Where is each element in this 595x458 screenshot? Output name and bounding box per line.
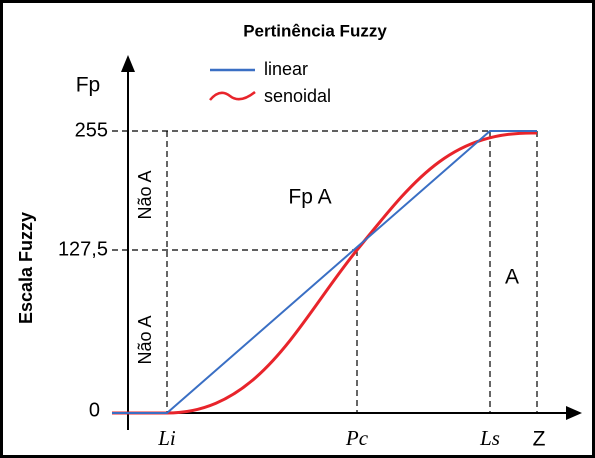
y-tick-label: 0 [89, 399, 100, 421]
y-tick-label: 255 [75, 119, 108, 141]
senoidal-curve [112, 131, 538, 415]
legend-label: senoidal [264, 86, 331, 106]
annotation: Não A [135, 315, 155, 364]
y-tick-label: 127,5 [58, 238, 108, 260]
x-arrow [566, 406, 582, 420]
x-tick-label: Ls [479, 426, 500, 450]
annotation: A [505, 266, 519, 289]
y-arrow [121, 55, 135, 72]
x-end-label: Z [533, 428, 546, 451]
y-axis-label: Fp [76, 74, 101, 97]
y-side-label: Escala Fuzzy [16, 212, 36, 324]
title: Pertinência Fuzzy [243, 21, 387, 40]
x-tick-label: Pc [345, 426, 369, 450]
linear-curve [112, 130, 537, 414]
legend-label: linear [264, 59, 308, 79]
legend-line-senoidal [209, 91, 256, 101]
annotation: Fp A [288, 186, 331, 209]
annotation: Não A [135, 170, 155, 219]
x-tick-label: Li [157, 426, 176, 450]
